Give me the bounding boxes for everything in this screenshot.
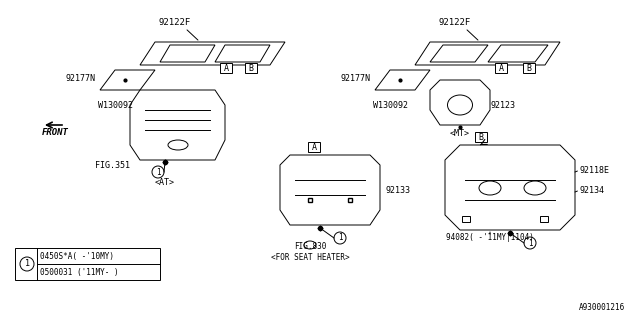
FancyBboxPatch shape	[475, 132, 487, 142]
Text: 0500031 ('11MY- ): 0500031 ('11MY- )	[40, 268, 118, 276]
FancyBboxPatch shape	[523, 63, 535, 73]
Text: 0450S*A( -'10MY): 0450S*A( -'10MY)	[40, 252, 114, 260]
Text: 92133: 92133	[385, 186, 410, 195]
FancyBboxPatch shape	[245, 63, 257, 73]
FancyBboxPatch shape	[495, 63, 507, 73]
Text: W130092: W130092	[372, 100, 408, 109]
Text: 1: 1	[156, 167, 160, 177]
Text: 92118E: 92118E	[580, 165, 610, 174]
Text: <AT>: <AT>	[155, 178, 175, 187]
Text: FIG.351: FIG.351	[95, 161, 130, 170]
Text: 1: 1	[528, 238, 532, 247]
FancyBboxPatch shape	[15, 248, 160, 280]
Text: 92177N: 92177N	[340, 74, 370, 83]
Text: W130092: W130092	[97, 100, 132, 109]
Text: 1: 1	[24, 260, 29, 268]
Text: FIG.830
<FOR SEAT HEATER>: FIG.830 <FOR SEAT HEATER>	[271, 242, 349, 262]
Text: FRONT: FRONT	[42, 127, 68, 137]
Text: 92122F: 92122F	[159, 18, 191, 27]
Text: 92122F: 92122F	[439, 18, 471, 27]
Text: A: A	[223, 63, 228, 73]
Text: 92123: 92123	[490, 100, 515, 109]
FancyBboxPatch shape	[220, 63, 232, 73]
Text: A: A	[312, 142, 317, 151]
FancyBboxPatch shape	[308, 142, 320, 152]
Text: A: A	[499, 63, 504, 73]
Text: B: B	[248, 63, 253, 73]
Text: B: B	[479, 132, 483, 141]
Text: <MT>: <MT>	[450, 129, 470, 138]
Text: B: B	[527, 63, 531, 73]
Bar	[540, 216, 548, 222]
Text: 92177N: 92177N	[65, 74, 95, 83]
Text: A930001216: A930001216	[579, 303, 625, 312]
Bar	[462, 216, 470, 222]
Text: 1: 1	[338, 234, 342, 243]
Text: 92134: 92134	[580, 186, 605, 195]
Text: 94082( -'11MY|1104): 94082( -'11MY|1104)	[446, 234, 534, 243]
